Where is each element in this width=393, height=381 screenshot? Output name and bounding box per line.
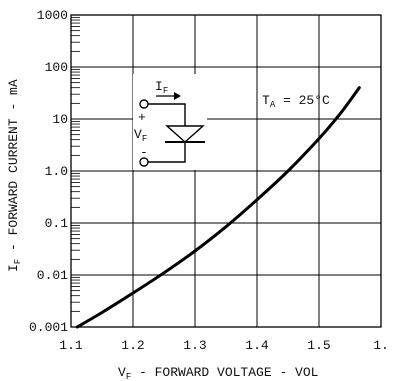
x-tick-labels: 1.1 1.2 1.3 1.4 1.5 1. bbox=[59, 338, 389, 353]
series-curves bbox=[75, 86, 361, 329]
diode-triangle bbox=[165, 125, 205, 143]
inset-minus-sign: - bbox=[140, 145, 148, 160]
y-tick-labels: 0.001 0.01 0.1 1.0 10 100 1000 bbox=[29, 8, 68, 335]
temperature-annotation: TA = 25°C bbox=[262, 93, 330, 110]
forward-current-curve bbox=[75, 86, 361, 329]
diode-schematic bbox=[139, 95, 205, 167]
x-tick-label: 1.2 bbox=[121, 338, 144, 353]
inset-voltage-label: VF bbox=[134, 127, 147, 144]
y-tick-label: 100 bbox=[45, 60, 68, 75]
inset-plus-sign: + bbox=[138, 110, 146, 125]
y-tick-label: 0.01 bbox=[37, 268, 68, 283]
x-tick-label: 1.5 bbox=[307, 338, 330, 353]
y-tick-label: 1000 bbox=[37, 8, 68, 23]
grid-lines bbox=[71, 15, 381, 327]
x-tick-label: 1. bbox=[373, 338, 389, 353]
x-tick-label: 1.3 bbox=[183, 338, 206, 353]
y-tick-label: 0.1 bbox=[45, 216, 69, 231]
inset-schematic-box bbox=[133, 74, 207, 170]
y-axis-label: IF - FORWARD CURRENT - mA bbox=[6, 79, 23, 272]
y-tick-label: 10 bbox=[52, 112, 68, 127]
inset-current-label: IF bbox=[155, 79, 168, 96]
x-tick-label: 1.1 bbox=[59, 338, 83, 353]
y-tick-label: 1.0 bbox=[45, 164, 68, 179]
anode-wire bbox=[148, 103, 186, 126]
x-axis-label: VF - FORWARD VOLTAGE - VOL bbox=[118, 365, 318, 381]
cathode-wire bbox=[148, 142, 186, 163]
x-tick-label: 1.4 bbox=[245, 338, 269, 353]
current-arrow-head bbox=[174, 92, 181, 100]
y-tick-label: 0.001 bbox=[29, 320, 68, 335]
